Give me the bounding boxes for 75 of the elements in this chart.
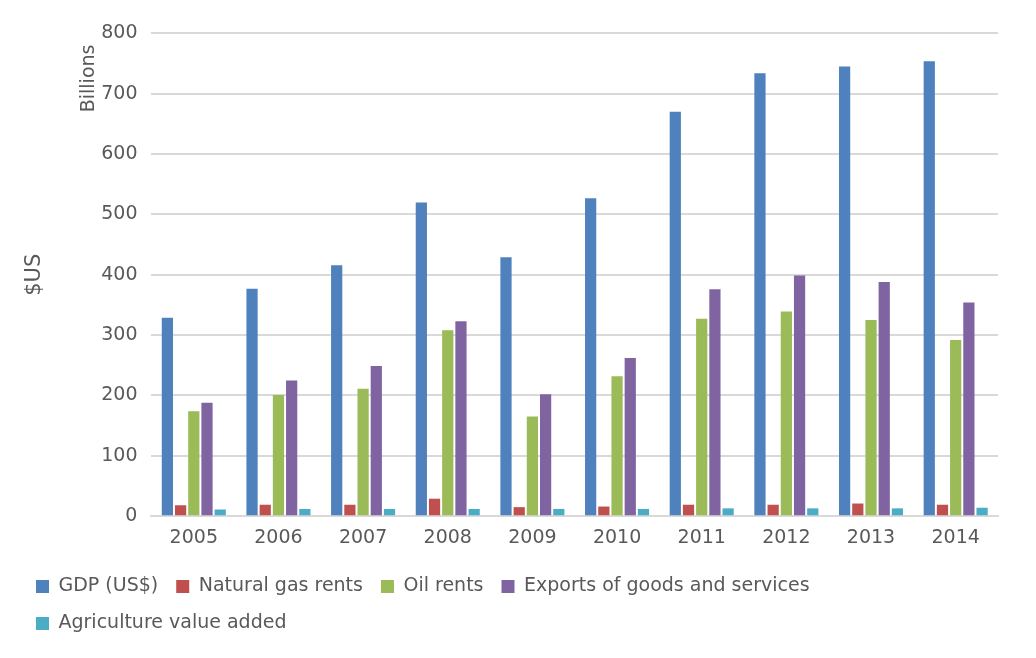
- bar: [513, 507, 525, 516]
- bar: [852, 503, 864, 516]
- bar: [611, 376, 623, 516]
- bar: [246, 288, 258, 516]
- bar: [624, 358, 636, 516]
- x-tick-label: 2012: [762, 524, 811, 547]
- bar: [201, 402, 213, 516]
- legend-label: Oil rents: [403, 573, 484, 596]
- bar: [272, 394, 285, 516]
- bar: [767, 504, 779, 516]
- legend-label: Natural gas rents: [198, 573, 363, 596]
- bar: [428, 498, 441, 516]
- text: Billions: [76, 44, 99, 113]
- bar: [540, 394, 552, 516]
- bar: [865, 320, 877, 516]
- bar: [188, 411, 200, 516]
- bar: [526, 416, 539, 516]
- bar: [415, 202, 427, 516]
- bar: [709, 289, 721, 516]
- y-tick-label: 200: [101, 382, 138, 405]
- bar: [259, 504, 271, 516]
- y-tick-label: 400: [101, 261, 138, 284]
- x-tick-label: 2005: [169, 524, 218, 547]
- bar: [331, 265, 343, 516]
- bar: [598, 506, 610, 516]
- bar: [383, 508, 396, 516]
- legend-label: Exports of goods and services: [523, 573, 810, 596]
- x-tick-label: 2013: [846, 524, 896, 547]
- bar: [174, 505, 187, 516]
- bar: [370, 365, 382, 516]
- x-tick-label: 2007: [338, 524, 388, 547]
- bar: [553, 508, 565, 516]
- legend-label: Agriculture value added: [58, 610, 287, 633]
- bar: [637, 508, 650, 516]
- x-tick-label: 2011: [677, 524, 726, 547]
- x-tick-label: 2006: [254, 524, 303, 547]
- bar: [963, 302, 975, 516]
- y-tick-label: 300: [101, 322, 138, 345]
- bar: [878, 282, 890, 516]
- bar: [976, 507, 988, 516]
- bar: [455, 321, 467, 516]
- bar: [936, 504, 949, 516]
- bar: [669, 111, 681, 516]
- bar: [754, 73, 766, 516]
- bar: [793, 275, 806, 516]
- legend-label: GDP (US$): [58, 573, 159, 596]
- bar: [286, 380, 298, 516]
- bar: [780, 311, 792, 516]
- bar: [357, 388, 369, 516]
- bar: [344, 504, 356, 516]
- bar: [682, 504, 695, 516]
- y-tick-label: 600: [101, 141, 138, 164]
- x-tick-label: 2009: [508, 524, 557, 547]
- bar: [696, 318, 708, 516]
- x-tick-label: 2010: [592, 524, 642, 547]
- bar: [500, 257, 512, 516]
- x-tick-label: 2008: [423, 524, 472, 547]
- bar: [299, 508, 311, 516]
- bar: [950, 339, 962, 516]
- y-tick-label: 100: [101, 442, 138, 465]
- y-tick-label: 800: [101, 20, 138, 43]
- bar: [722, 508, 734, 516]
- bar: [807, 508, 819, 516]
- y-axis-title: $US: [21, 253, 46, 296]
- bar: [161, 317, 173, 516]
- bar: [891, 508, 904, 516]
- x-tick-label: 2014: [931, 524, 980, 547]
- bar: [585, 198, 597, 516]
- y-tick-label: 700: [101, 80, 138, 103]
- y-tick-label: 0: [125, 503, 138, 526]
- bar: [468, 508, 480, 516]
- bar: [839, 66, 851, 516]
- bar: [442, 330, 454, 516]
- bar: [923, 61, 935, 516]
- y-tick-label: 500: [101, 201, 138, 224]
